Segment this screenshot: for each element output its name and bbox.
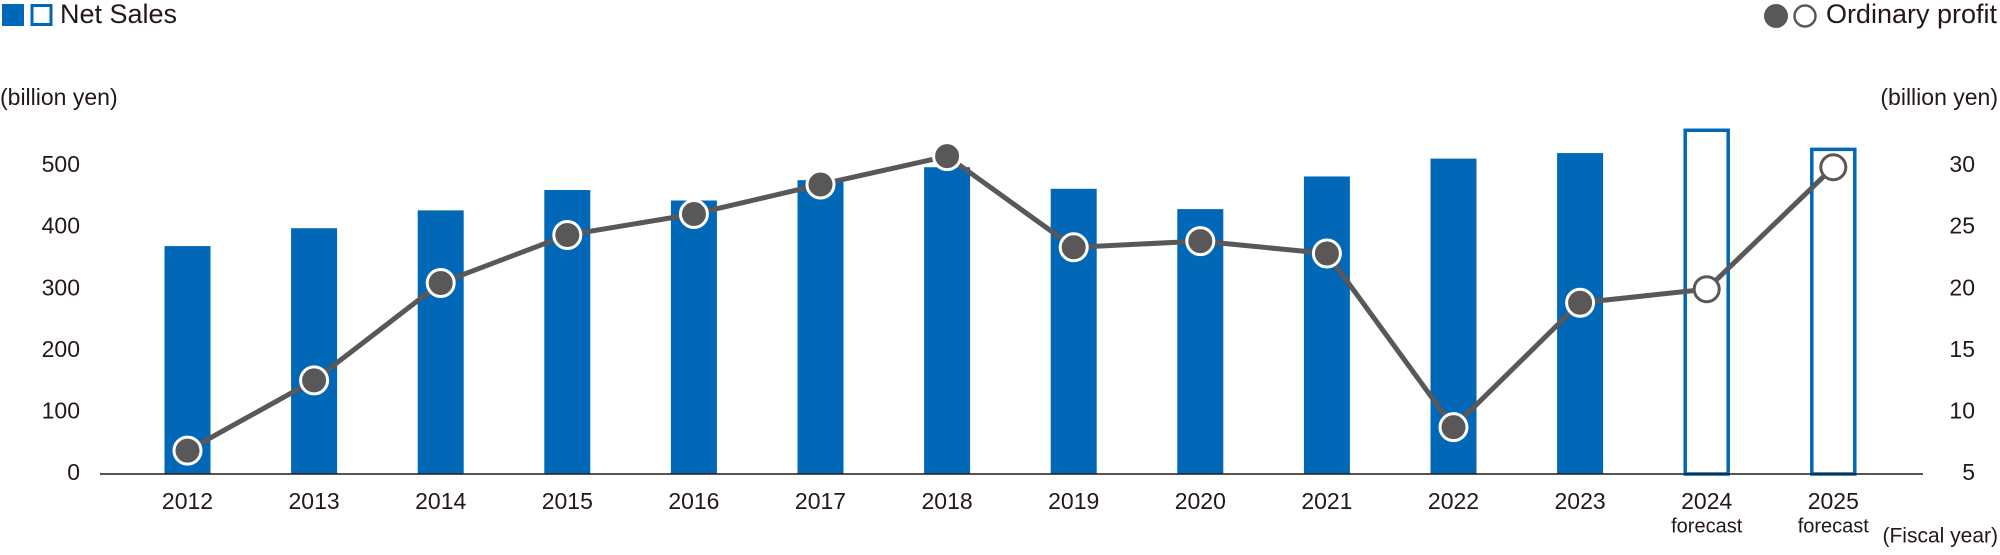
legend-swatch <box>30 4 53 26</box>
bar <box>797 180 844 474</box>
y2-tick-label: 5 <box>1962 459 1975 485</box>
bar <box>291 228 338 474</box>
line <box>186 153 1836 453</box>
bar <box>924 167 971 474</box>
x-tick-label: 2016 <box>668 488 719 514</box>
point <box>1819 153 1848 182</box>
legend-swatch <box>1764 4 1788 28</box>
y-tick-label: 200 <box>42 336 80 362</box>
bar <box>1050 188 1097 475</box>
point <box>425 268 456 299</box>
bar <box>670 200 717 474</box>
point <box>1565 287 1596 318</box>
y-tick-label: 0 <box>67 459 80 485</box>
point <box>1185 226 1216 257</box>
y-tick-label: 300 <box>42 274 80 300</box>
x-tick-label: 2019 <box>1048 488 1099 514</box>
point <box>1438 412 1469 443</box>
x-tick-label: 2014 <box>415 488 466 514</box>
y2-tick-label: 25 <box>1949 213 1975 239</box>
y2-tick-label: 20 <box>1949 274 1975 300</box>
x-tick-label: 2025 <box>1808 488 1859 514</box>
x-tick-label: 2015 <box>542 488 593 514</box>
x-tick-label: 2022 <box>1428 488 1479 514</box>
x-tick-label: 2017 <box>795 488 846 514</box>
point <box>678 199 709 230</box>
point <box>1692 275 1721 304</box>
y-tick-label: 400 <box>42 213 80 239</box>
y-tick-label: 500 <box>42 151 80 177</box>
legend-label: Net Sales <box>60 0 177 29</box>
y2-tick-label: 10 <box>1949 397 1975 423</box>
x-tick-label: 2021 <box>1301 488 1352 514</box>
point <box>552 219 583 250</box>
y2-axis-label: (billion yen) <box>1880 84 1998 110</box>
legend-swatch <box>1793 4 1817 28</box>
x-axis-label: (Fiscal year) <box>1882 525 1998 548</box>
y2-tick-label: 15 <box>1949 336 1975 362</box>
x-tick-label: 2018 <box>922 488 973 514</box>
legend-label: Ordinary profit <box>1826 0 1998 29</box>
x-tick-label: 2024 <box>1681 488 1732 514</box>
y-axis-label: (billion yen) <box>0 84 118 110</box>
x-tick-label: 2012 <box>162 488 213 514</box>
legend-swatch <box>2 4 24 26</box>
x-tick-label: 2023 <box>1555 488 1606 514</box>
y2-tick-label: 30 <box>1949 151 1975 177</box>
bar <box>417 210 464 475</box>
x-tick-label: 2020 <box>1175 488 1226 514</box>
point <box>805 169 836 200</box>
x-tick-note: forecast <box>1671 515 1743 537</box>
point <box>932 141 963 172</box>
point <box>1311 238 1342 269</box>
x-tick-label: 2013 <box>289 488 340 514</box>
point <box>299 365 330 396</box>
y-tick-label: 100 <box>42 397 80 423</box>
point <box>1058 232 1089 263</box>
x-tick-note: forecast <box>1798 515 1870 537</box>
bar <box>1303 176 1350 475</box>
bar <box>1810 147 1857 476</box>
point <box>172 435 203 466</box>
